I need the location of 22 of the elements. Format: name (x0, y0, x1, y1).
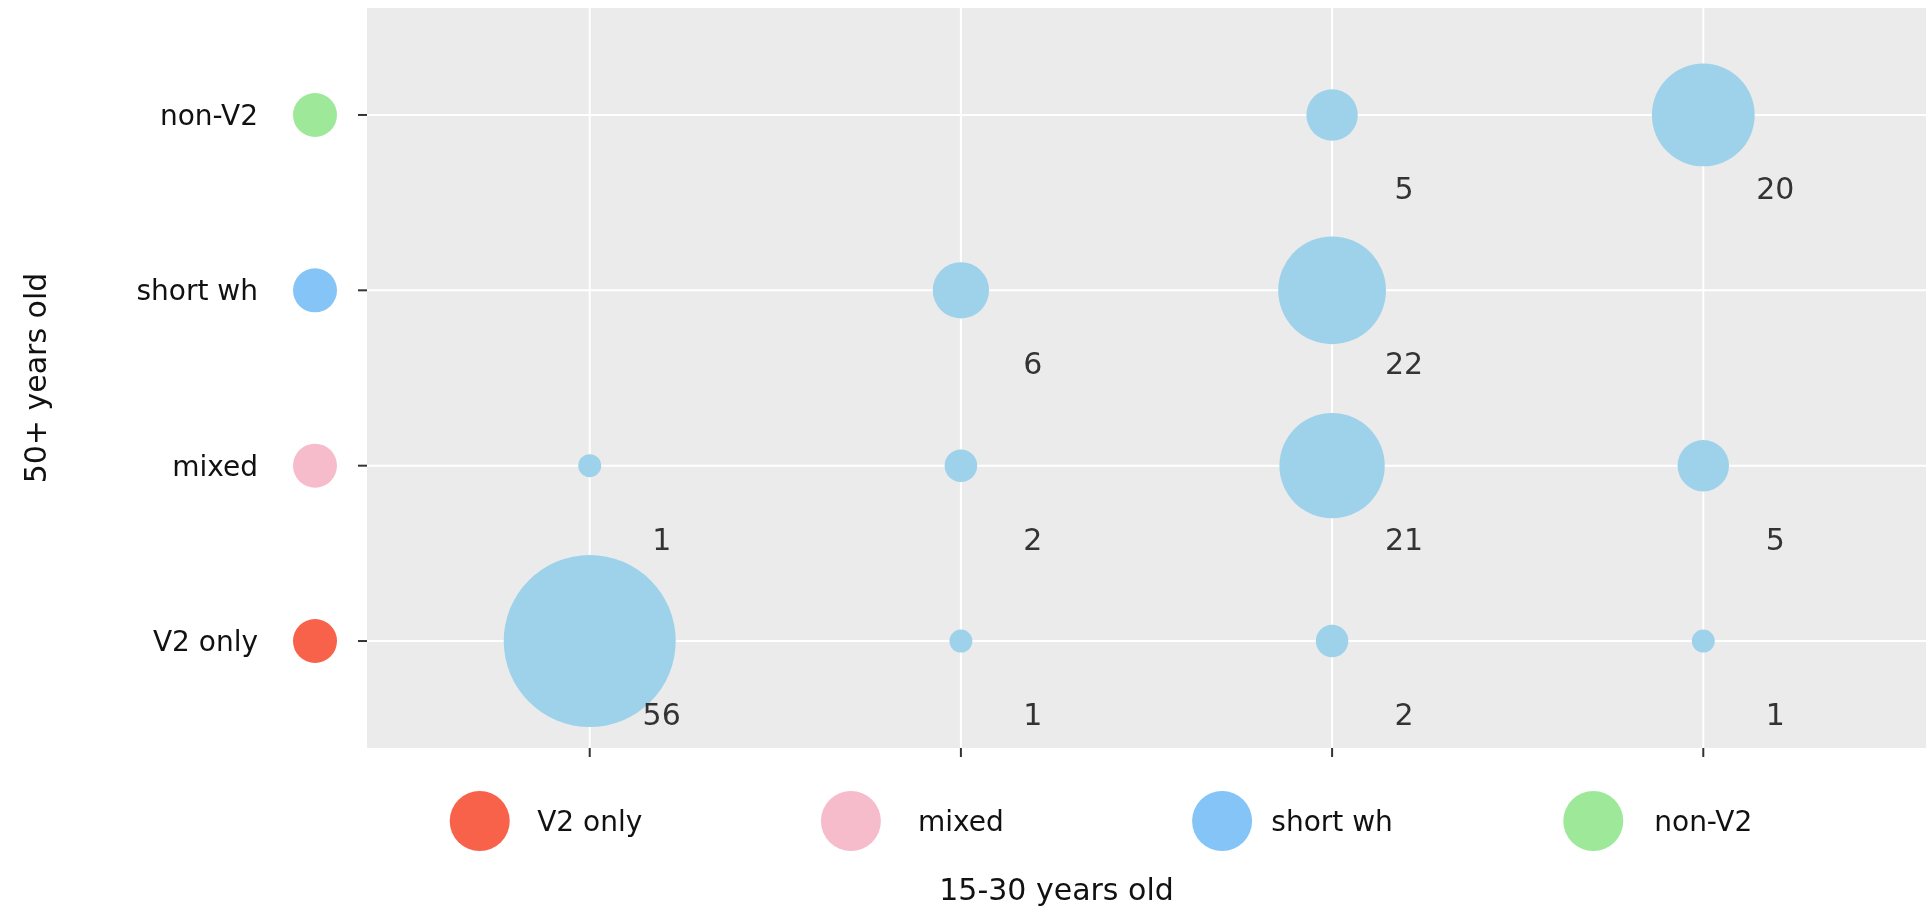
x-axis-title: 15-30 years old (939, 872, 1174, 907)
data-label: 21 (1385, 521, 1424, 557)
y-tick-label: V2 only (152, 625, 258, 659)
data-label: 5 (1394, 170, 1414, 206)
data-label: 2 (1023, 521, 1043, 557)
data-label: 56 (642, 697, 681, 733)
y-tick-label: mixed (172, 449, 258, 483)
data-label: 5 (1765, 521, 1785, 557)
data-label: 1 (652, 521, 672, 557)
y-tick-label: non-V2 (159, 98, 258, 132)
data-label: 1 (1765, 697, 1785, 733)
x-tick-label: mixed (918, 805, 1004, 838)
data-label: 20 (1756, 170, 1795, 206)
data-label: 6 (1023, 346, 1043, 382)
x-tick-label: short wh (1271, 805, 1393, 838)
y-tick-label: short wh (136, 274, 258, 308)
data-label: 2 (1394, 697, 1414, 733)
y-axis-title: 50+ years old (18, 272, 53, 484)
x-tick-label: non-V2 (1654, 805, 1753, 838)
x-tick-label: V2 only (537, 805, 643, 838)
data-label: 1 (1023, 697, 1043, 733)
data-label: 22 (1385, 346, 1424, 382)
